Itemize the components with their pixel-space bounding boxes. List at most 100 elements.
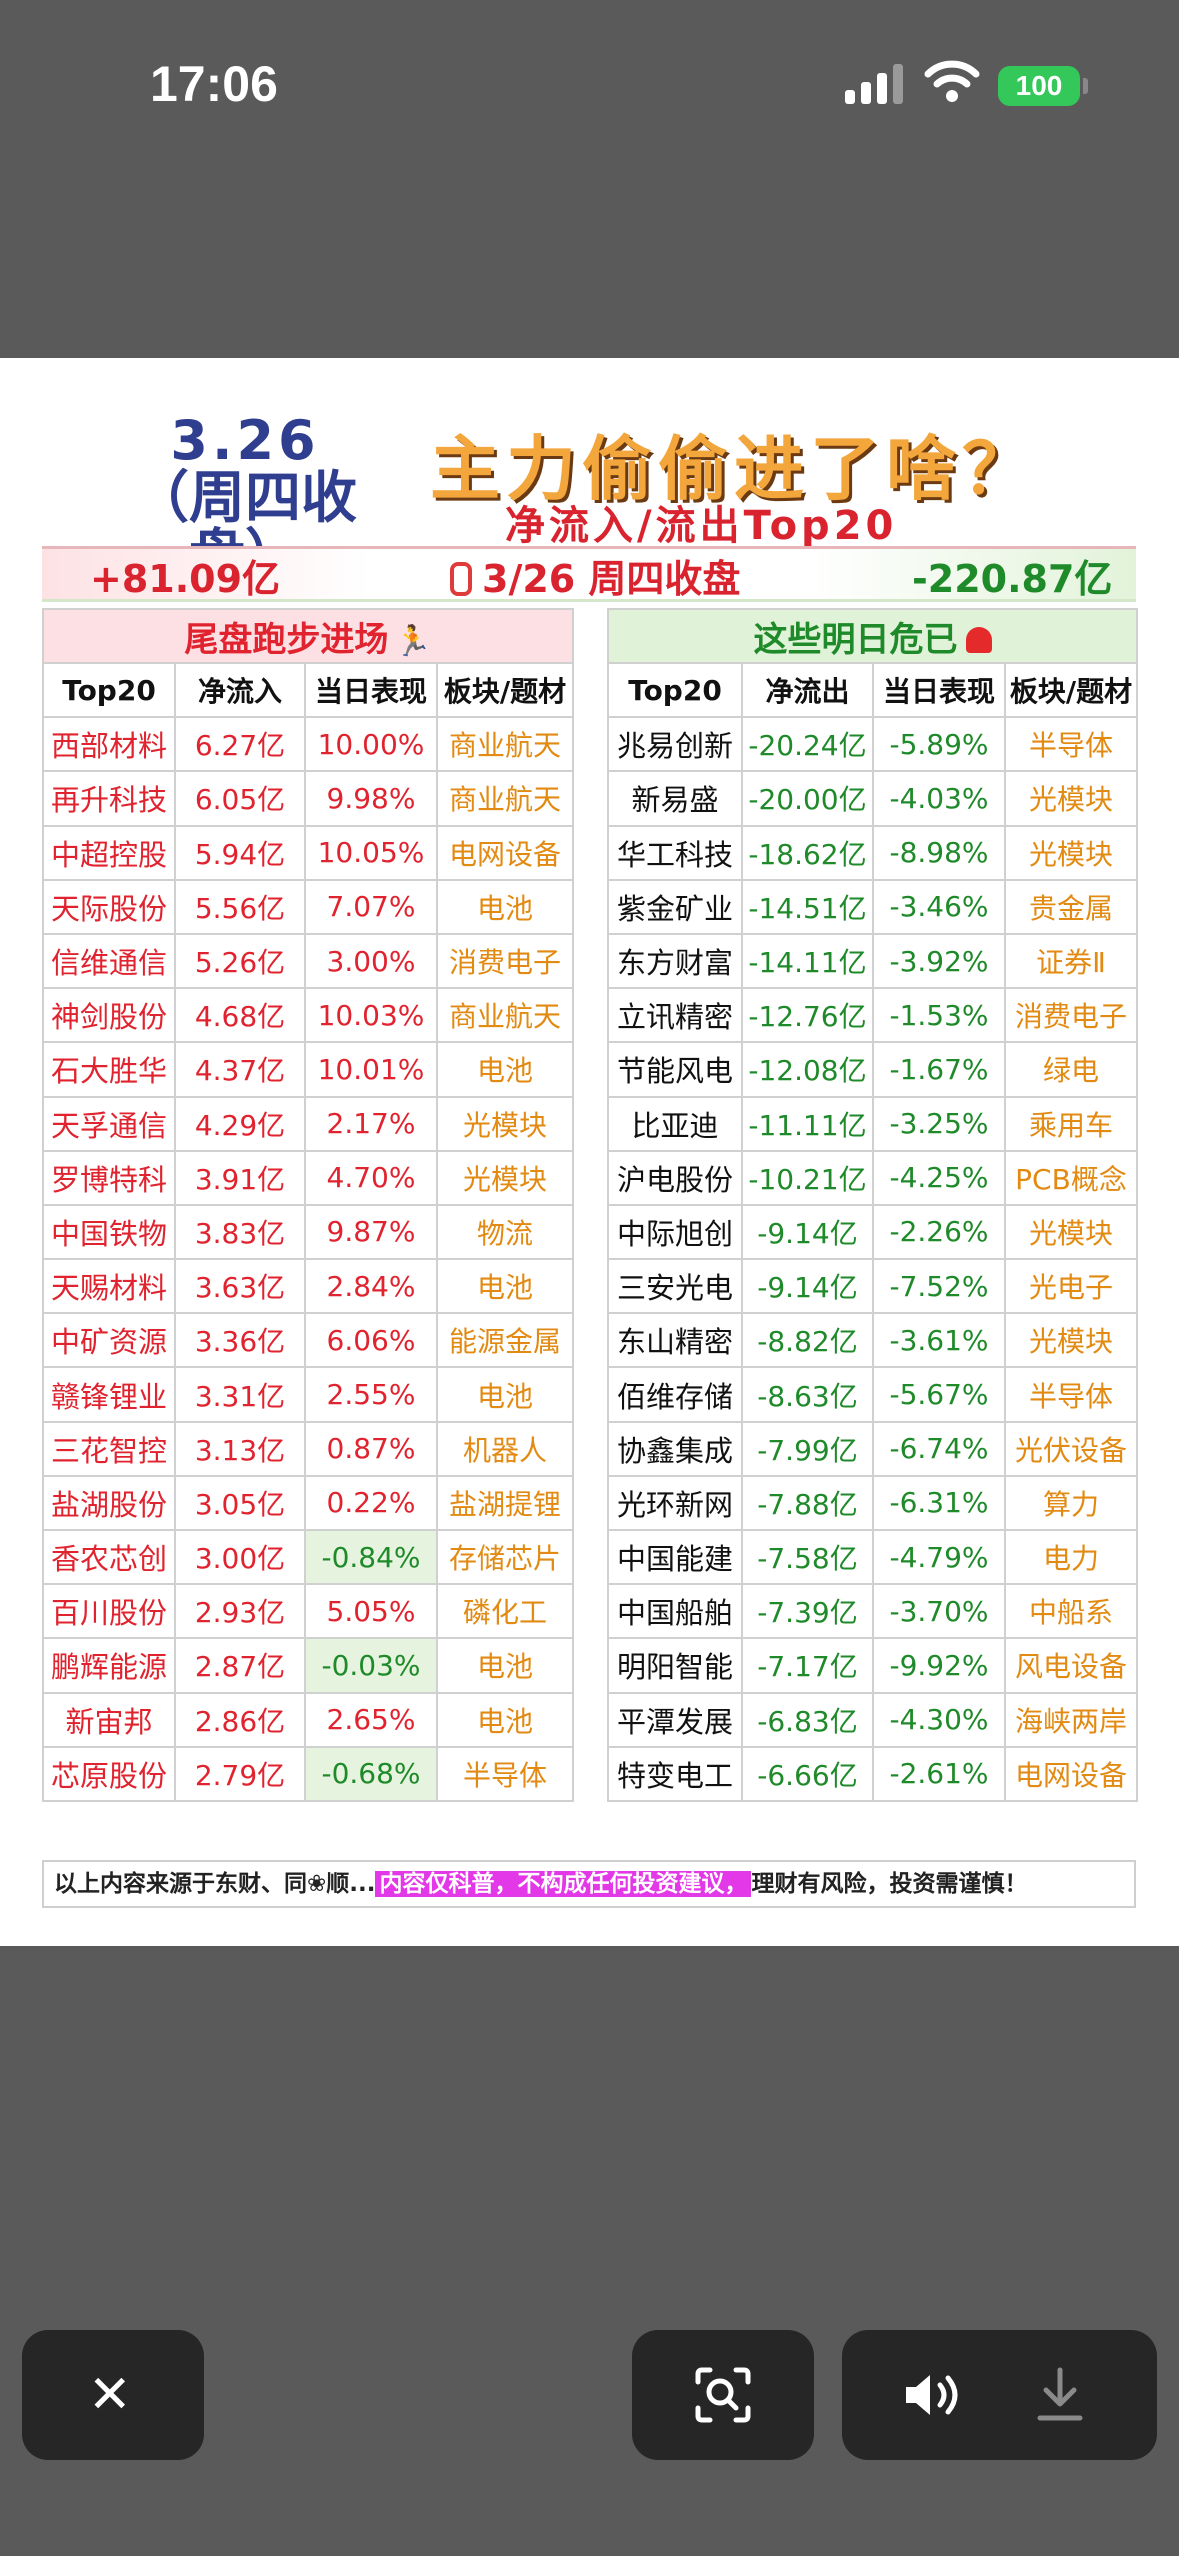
- disclaimer-warning: 理财有风险，投资需谨慎！: [751, 1871, 1028, 1897]
- status-time: 17:06: [150, 56, 278, 112]
- right-table-row: 华工科技 -18.62亿 -8.98% 光模块: [607, 824, 1138, 881]
- right-table-row: 协鑫集成 -7.99亿 -6.74% 光伏设备: [607, 1420, 1138, 1477]
- left-table-row: 赣锋锂业 3.31亿 2.55% 电池: [42, 1366, 575, 1423]
- stock-name: 节能风电: [607, 1041, 743, 1098]
- stock-name: 中际旭创: [607, 1203, 743, 1261]
- right-column-header: 净流出: [741, 661, 874, 719]
- outflow-heading: 这些明日危已: [607, 608, 1138, 664]
- net-flow: -7.39亿: [741, 1583, 874, 1640]
- sector-tag: 光电子: [1004, 1258, 1138, 1315]
- stock-name: 中超控股: [42, 824, 176, 881]
- stock-name: 兆易创新: [607, 716, 743, 773]
- outflow-total: -220.87亿: [912, 557, 1113, 601]
- daily-change: -2.26%: [872, 1203, 1006, 1261]
- right-table-row: 三安光电 -9.14亿 -7.52% 光电子: [607, 1258, 1138, 1315]
- alarm-light-icon: [965, 626, 992, 653]
- left-table-row: 天孚通信 4.29亿 2.17% 光模块: [42, 1095, 575, 1152]
- stock-name: 百川股份: [42, 1583, 176, 1640]
- sector-tag: 电力: [1004, 1528, 1138, 1586]
- right-table-row: 东山精密 -8.82亿 -3.61% 光模块: [607, 1312, 1138, 1369]
- net-flow: -12.76亿: [741, 987, 874, 1044]
- left-table-row: 再升科技 6.05亿 9.98% 商业航天: [42, 770, 575, 827]
- left-table-row: 中矿资源 3.36亿 6.06% 能源金属: [42, 1312, 575, 1369]
- close-button[interactable]: ✕: [22, 2330, 204, 2460]
- sector-tag: 消费电子: [435, 932, 575, 990]
- right-table-row: 东方财富 -14.11亿 -3.92% 证券Ⅱ: [607, 932, 1138, 990]
- left-table-row: 新宙邦 2.86亿 2.65% 电池: [42, 1691, 575, 1748]
- stock-name: 光环新网: [607, 1474, 743, 1532]
- net-flow: 3.63亿: [174, 1258, 306, 1315]
- net-flow: -9.14亿: [741, 1258, 874, 1315]
- right-table-row: 节能风电 -12.08亿 -1.67% 绿电: [607, 1041, 1138, 1098]
- stock-name: 三花智控: [42, 1420, 176, 1477]
- net-flow: -7.99亿: [741, 1420, 874, 1477]
- disclaimer-source: 以上内容来源于东财、同❀顺...: [54, 1871, 376, 1897]
- daily-change: -6.31%: [872, 1474, 1006, 1532]
- net-flow: 2.79亿: [174, 1745, 306, 1802]
- net-flow: 2.86亿: [174, 1691, 306, 1748]
- net-flow: -20.24亿: [741, 716, 874, 773]
- sector-tag: 风电设备: [1004, 1637, 1138, 1694]
- download-icon[interactable]: [1034, 2366, 1086, 2424]
- status-bar: 17:06 100: [0, 0, 1179, 180]
- outflow-heading-text: 这些明日危已: [753, 619, 958, 660]
- net-flow: 4.68亿: [174, 987, 306, 1044]
- stock-name: 石大胜华: [42, 1041, 176, 1098]
- stock-name: 新易盛: [607, 770, 743, 827]
- daily-change: 0.22%: [304, 1474, 438, 1532]
- stock-name: 神剑股份: [42, 987, 176, 1044]
- net-flow: 5.94亿: [174, 824, 306, 881]
- daily-change: 10.03%: [304, 987, 438, 1044]
- daily-change: -1.53%: [872, 987, 1006, 1044]
- sector-tag: 光模块: [1004, 770, 1138, 827]
- daily-change: 7.07%: [304, 878, 438, 935]
- daily-change: -0.03%: [304, 1637, 438, 1694]
- close-icon: ✕: [88, 2365, 132, 2425]
- net-flow: -10.21亿: [741, 1149, 874, 1206]
- stock-name: 信维通信: [42, 932, 176, 990]
- sector-tag: 商业航天: [435, 987, 575, 1044]
- daily-change: -5.67%: [872, 1366, 1006, 1423]
- daily-change: 0.87%: [304, 1420, 438, 1477]
- right-table-row: 中国能建 -7.58亿 -4.79% 电力: [607, 1528, 1138, 1586]
- stock-flow-poster: 3.26 （周四收盘） 主力偷偷进了啥？ 净流入/流出Top20 +81.09亿…: [0, 358, 1179, 1946]
- right-table-row: 比亚迪 -11.11亿 -3.25% 乘用车: [607, 1095, 1138, 1152]
- net-flow: -6.83亿: [741, 1691, 874, 1748]
- sector-tag: 电池: [435, 1041, 575, 1098]
- right-table-row: 明阳智能 -7.17亿 -9.92% 风电设备: [607, 1637, 1138, 1694]
- visual-lookup-icon: [695, 2367, 751, 2423]
- left-column-header: Top20: [42, 661, 176, 719]
- daily-change: -4.79%: [872, 1528, 1006, 1586]
- stock-name: 协鑫集成: [607, 1420, 743, 1477]
- right-table-row: 特变电工 -6.66亿 -2.61% 电网设备: [607, 1745, 1138, 1802]
- sector-tag: 中船系: [1004, 1583, 1138, 1640]
- net-flow: -14.11亿: [741, 932, 874, 990]
- net-flow: -11.11亿: [741, 1095, 874, 1152]
- stock-name: 罗博特科: [42, 1149, 176, 1206]
- net-flow: -7.17亿: [741, 1637, 874, 1694]
- speaker-icon[interactable]: [902, 2370, 972, 2420]
- disclaimer: 以上内容来源于东财、同❀顺... 内容仅科普，不构成任何投资建议， 理财有风险，投资…: [42, 1860, 1136, 1908]
- daily-change: -4.30%: [872, 1691, 1006, 1748]
- daily-change: -4.25%: [872, 1149, 1006, 1206]
- sector-tag: 电池: [435, 1258, 575, 1315]
- clock-icon: [450, 562, 472, 596]
- sector-tag: 磷化工: [435, 1583, 575, 1640]
- visual-lookup-button[interactable]: [632, 2330, 814, 2460]
- sector-tag: 商业航天: [435, 716, 575, 773]
- summary-date-text: 3/26 周四收盘: [482, 557, 741, 601]
- media-controls: [842, 2330, 1157, 2460]
- stock-name: 立讯精密: [607, 987, 743, 1044]
- stock-name: 东山精密: [607, 1312, 743, 1369]
- daily-change: 2.55%: [304, 1366, 438, 1423]
- net-flow: 4.37亿: [174, 1041, 306, 1098]
- stock-name: 中国铁物: [42, 1203, 176, 1261]
- daily-change: -8.98%: [872, 824, 1006, 881]
- stock-name: 天际股份: [42, 878, 176, 935]
- right-column-header: 当日表现: [872, 661, 1006, 719]
- net-flow: -7.58亿: [741, 1528, 874, 1586]
- net-flow: -14.51亿: [741, 878, 874, 935]
- net-flow: 6.05亿: [174, 770, 306, 827]
- stock-name: 紫金矿业: [607, 878, 743, 935]
- daily-change: -2.61%: [872, 1745, 1006, 1802]
